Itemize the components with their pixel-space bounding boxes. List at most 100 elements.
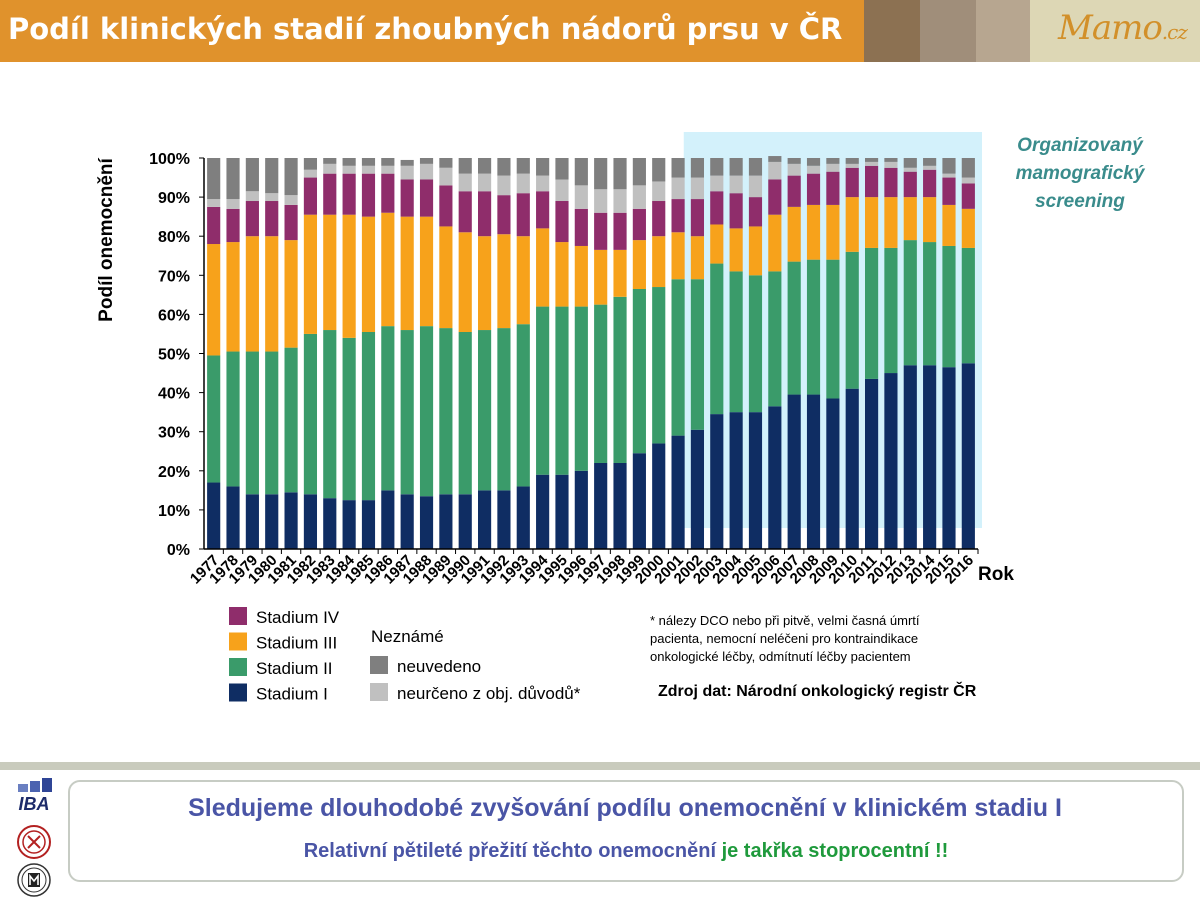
university-seal-icon[interactable] [16,862,52,898]
bar-segment [826,259,840,399]
bar-segment [226,208,240,243]
bar-segment [555,474,569,549]
bar-segment [265,193,279,202]
y-tick-label: 40% [158,386,190,403]
bar-segment [806,165,821,174]
bar-segment [245,494,259,549]
y-tick-label: 90% [158,190,190,207]
legend-label: neuvedeno [397,657,481,676]
bar-segment [594,212,608,250]
bar-segment [729,158,743,176]
bar-segment [710,158,724,176]
bar-segment [942,173,956,178]
bar-segment [903,365,917,549]
bar-segment [923,165,937,170]
bar-segment [690,429,705,549]
bar-segment [458,232,472,332]
bar-segment [865,247,879,379]
bar-segment [284,195,298,205]
bar-segment [748,275,763,413]
bar-segment [768,271,782,407]
header-title-bar: Podíl klinických stadií zhoubných nádorů… [0,0,864,62]
bar-segment [439,226,453,329]
bar-segment [381,173,395,213]
bar-segment [884,167,898,198]
bar-segment [574,306,588,471]
bar-segment [632,185,646,209]
bar-segment [555,158,569,180]
bar-segment [594,158,608,190]
bar-segment [865,378,879,549]
bar-segment [226,158,240,200]
bar-segment [497,175,511,196]
bar-segment [942,158,956,174]
bar-segment [787,175,801,207]
bar-segment [845,158,859,164]
bar-segment [419,326,434,497]
y-tick-label: 10% [158,503,190,520]
bar-segment [303,169,318,178]
bar-segment [845,197,859,252]
bar-segment [361,500,376,550]
chart-footnote: * nálezy DCO nebo při pitvě, velmi časná… [650,613,920,664]
screening-label: Organizovaný mamografický screening [1016,135,1146,212]
bar-segment [323,498,337,549]
bar-segment [923,158,937,166]
bar-segment [361,158,376,166]
bar-segment [555,242,569,307]
bar-segment [845,251,859,389]
bar-segment [400,494,414,549]
bar-segment [284,240,298,348]
data-source: Zdroj dat: Národní onkologický registr Č… [658,681,977,700]
bar-segment [942,367,956,549]
bar-segment [342,165,356,174]
mamo-logo[interactable]: Mamo.cz [1030,0,1200,62]
legend-swatch [229,607,247,625]
bar-segment [419,496,434,549]
bar-segment [536,474,550,549]
bar-segment [884,197,898,248]
bar-segment [806,259,821,395]
header-stripe [864,0,920,62]
bar-segment [342,337,356,501]
bar-segment [884,247,898,374]
bar-segment [516,173,530,194]
bar-segment [710,224,724,264]
bar-segment [361,216,376,332]
bar-segment [690,199,705,237]
bar-segment [903,240,917,366]
bar-segment [342,158,356,166]
bar-segment [671,435,685,549]
legend-label: Stadium II [256,659,333,678]
bar-segment [865,158,879,162]
bar-segment [478,158,492,174]
bar-segment [303,158,318,170]
bar-segment [748,412,763,549]
bar-segment [710,263,724,415]
bar-segment [884,373,898,549]
bar-segment [806,204,821,260]
bar-segment [768,406,782,549]
bar-segment [439,185,453,227]
bar-segment [826,204,840,260]
bar-segment [284,492,298,549]
bar-segment [303,214,318,334]
bar-segment [536,175,550,192]
bar-segment [729,228,743,272]
y-tick-label: 50% [158,347,190,364]
legend-group-title: Neznámé [371,627,444,646]
bar-segment [342,500,356,550]
bar-segment [613,189,627,213]
iba-logo[interactable]: IBA [12,778,56,818]
bar-segment [710,414,724,549]
bar-segment [942,245,956,368]
iba-bars-icon [18,778,52,792]
bar-segment [516,193,530,237]
faculty-emblem-icon[interactable] [16,824,52,860]
legend-label: Stadium I [256,685,328,704]
bar-segment [245,201,259,237]
bar-segment [439,494,453,549]
x-axis-label: Rok [978,564,1014,585]
bar-segment [555,201,569,243]
bar-segment [458,332,472,495]
